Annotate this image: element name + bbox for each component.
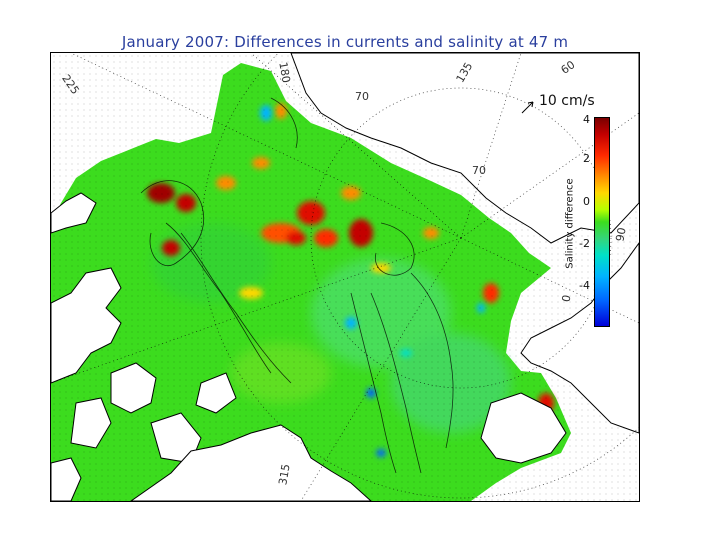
longitude-label: 90 <box>613 226 629 243</box>
salinity-map <box>51 53 639 501</box>
land-island-2 <box>70 397 112 449</box>
land-island-5 <box>51 457 82 501</box>
land-svalbard <box>480 392 567 464</box>
colorbar-label: Salinity difference <box>564 178 576 269</box>
latitude-label: 70 <box>355 90 369 103</box>
reference-vector-label: 10 cm/s <box>539 93 595 109</box>
colorbar-tick-label: 0 <box>583 195 590 208</box>
land-alaska <box>51 192 97 234</box>
reference-vector-arrow-icon <box>521 101 534 114</box>
land-siberia <box>290 53 639 244</box>
latitude-label: 70 <box>472 164 486 177</box>
map-frame <box>50 52 640 502</box>
map-title: January 2007: Differences in currents an… <box>121 33 569 51</box>
land-greenland <box>130 424 372 501</box>
colorbar-tick-label: -2 <box>579 237 590 250</box>
colorbar-tick-label: 2 <box>583 152 590 165</box>
land-canadian-archipelago <box>51 267 122 384</box>
land-island-1 <box>110 362 157 414</box>
colorbar-tick-label: 4 <box>583 113 590 126</box>
colorbar <box>594 117 610 327</box>
land-island-4 <box>195 372 237 414</box>
colorbar-tick-label: -4 <box>579 279 590 292</box>
